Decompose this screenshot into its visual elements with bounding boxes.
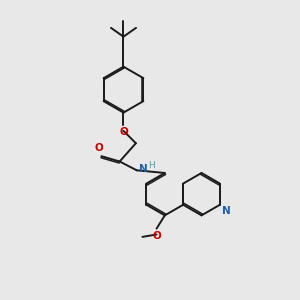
- Text: N: N: [222, 206, 231, 216]
- Text: N: N: [139, 164, 148, 174]
- Text: O: O: [153, 231, 161, 241]
- Text: H: H: [148, 161, 155, 170]
- Text: O: O: [119, 127, 128, 137]
- Text: O: O: [94, 143, 103, 153]
